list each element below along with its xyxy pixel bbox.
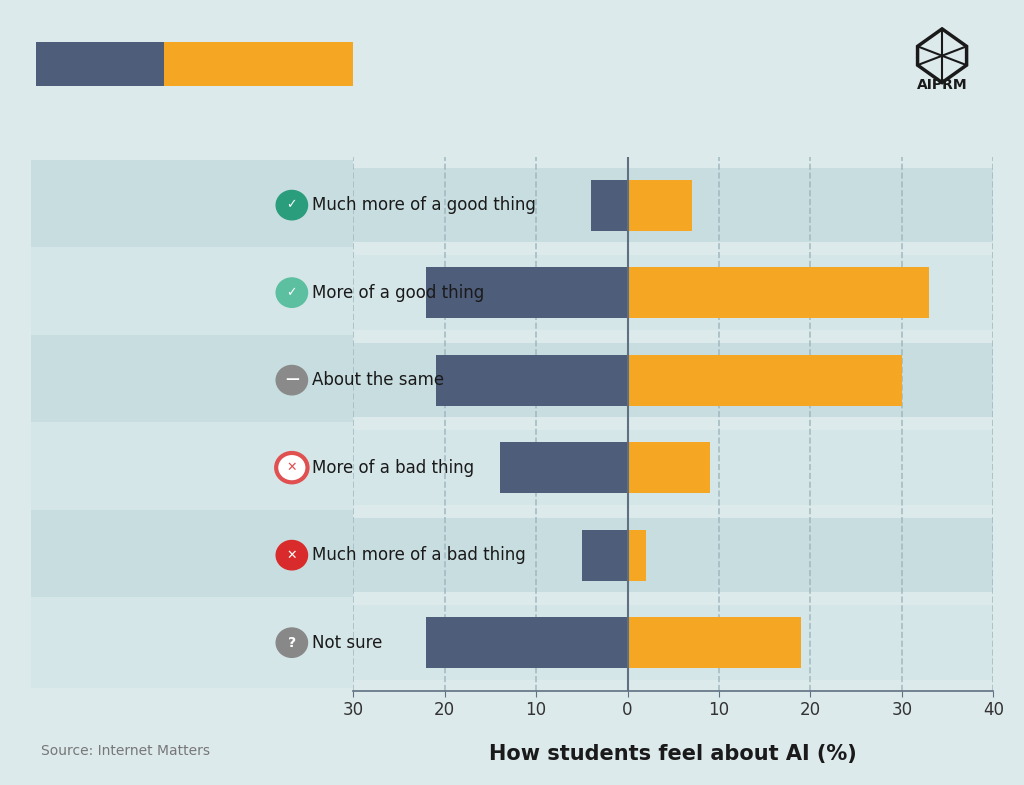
Text: More of a good thing: More of a good thing: [312, 283, 484, 301]
Circle shape: [276, 366, 307, 395]
Bar: [426, 267, 628, 318]
Bar: [628, 442, 710, 493]
Bar: [591, 180, 628, 231]
FancyBboxPatch shape: [353, 255, 993, 330]
Text: ✕: ✕: [287, 549, 297, 561]
Text: ✓: ✓: [287, 199, 297, 212]
Circle shape: [276, 191, 307, 220]
Text: ?: ?: [288, 636, 296, 650]
Bar: [582, 530, 628, 581]
Circle shape: [276, 453, 307, 482]
Bar: [628, 355, 902, 406]
Bar: [628, 530, 646, 581]
Text: About the same: About the same: [312, 371, 444, 389]
FancyBboxPatch shape: [353, 168, 993, 243]
FancyBboxPatch shape: [353, 605, 993, 680]
Circle shape: [276, 278, 307, 307]
FancyBboxPatch shape: [353, 430, 993, 505]
Text: Source: Internet Matters: Source: Internet Matters: [41, 743, 210, 758]
Bar: [426, 617, 628, 668]
Circle shape: [276, 628, 307, 657]
Bar: [628, 267, 930, 318]
FancyBboxPatch shape: [353, 343, 993, 418]
FancyBboxPatch shape: [353, 518, 993, 593]
Text: On their education: On their education: [164, 56, 353, 73]
Text: Not sure: Not sure: [312, 633, 383, 652]
Bar: [500, 442, 628, 493]
Text: ✓: ✓: [287, 287, 297, 299]
Text: Much more of a bad thing: Much more of a bad thing: [312, 546, 526, 564]
Bar: [628, 617, 801, 668]
Bar: [435, 355, 628, 406]
Text: —: —: [285, 372, 299, 386]
Text: AIPRM: AIPRM: [916, 78, 968, 93]
Text: More of a bad thing: More of a bad thing: [312, 458, 474, 476]
Circle shape: [276, 541, 307, 570]
Text: In general: In general: [49, 56, 152, 73]
Bar: [628, 180, 691, 231]
Text: ✕: ✕: [287, 461, 297, 474]
X-axis label: How students feel about AI (%): How students feel about AI (%): [489, 744, 857, 765]
Text: Much more of a good thing: Much more of a good thing: [312, 196, 537, 214]
